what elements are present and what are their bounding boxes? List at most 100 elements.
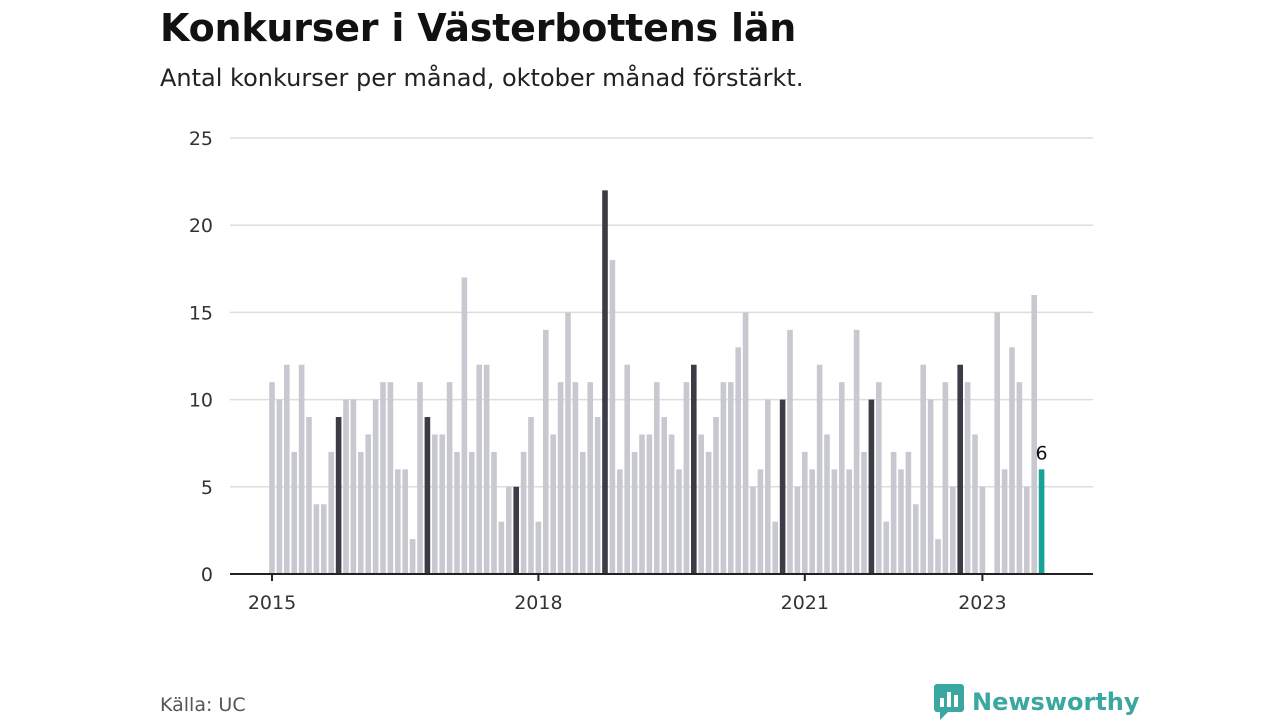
bar	[639, 434, 645, 574]
source-note: Källa: UC	[160, 694, 246, 716]
bar	[587, 382, 593, 574]
bar	[269, 382, 275, 574]
bar	[765, 399, 771, 574]
bar-october	[424, 417, 431, 574]
bar	[728, 382, 734, 574]
bar	[846, 469, 852, 574]
bar	[520, 451, 527, 574]
bar	[979, 486, 986, 574]
bar	[920, 364, 926, 574]
bar	[439, 434, 445, 574]
bar	[809, 469, 815, 574]
bar	[572, 382, 579, 574]
bar	[683, 382, 690, 574]
bar	[861, 451, 867, 574]
bar	[698, 434, 704, 574]
bar	[343, 399, 349, 574]
brand-name: Newsworthy	[972, 688, 1140, 716]
bar	[757, 469, 764, 574]
bar	[498, 521, 505, 574]
bar	[506, 486, 512, 574]
bar	[883, 521, 889, 574]
y-tick-label: 15	[189, 302, 213, 324]
bar	[380, 382, 386, 574]
bar	[935, 539, 941, 574]
bar	[1001, 469, 1008, 574]
bar	[676, 469, 682, 574]
bar	[358, 451, 364, 574]
bar	[372, 399, 379, 574]
bar	[905, 451, 912, 574]
bar	[661, 417, 667, 574]
y-tick-label: 5	[201, 477, 213, 499]
bar	[1009, 347, 1015, 574]
bar	[328, 451, 334, 574]
bar	[964, 382, 971, 574]
bar	[298, 364, 305, 574]
value-annotation: 6	[1036, 442, 1048, 464]
bar	[550, 434, 556, 574]
bar-october	[335, 417, 342, 574]
bar	[306, 417, 312, 574]
y-tick-label: 0	[201, 564, 213, 586]
bar	[794, 486, 801, 574]
y-tick-label: 25	[189, 128, 213, 150]
bar	[387, 382, 394, 574]
bar	[454, 451, 460, 574]
bar	[750, 486, 756, 574]
bar-october	[602, 190, 608, 574]
bar	[594, 417, 601, 574]
x-tick-label: 2015	[248, 592, 296, 614]
bar-october	[868, 399, 875, 574]
bar	[617, 469, 623, 574]
bar	[543, 329, 549, 574]
bar	[720, 382, 727, 574]
bar	[350, 399, 357, 574]
bar	[898, 469, 904, 574]
bar	[876, 382, 882, 574]
bar	[321, 504, 327, 574]
bar	[839, 382, 845, 574]
bar	[853, 329, 860, 574]
bar	[565, 312, 571, 574]
bar-chart-speech-icon	[934, 684, 964, 720]
bar	[284, 364, 290, 574]
bar	[557, 382, 564, 574]
bar	[735, 347, 741, 574]
bar	[409, 539, 416, 574]
bar	[528, 417, 534, 574]
x-tick-label: 2023	[958, 592, 1006, 614]
bar	[580, 451, 586, 574]
bar	[913, 504, 919, 574]
bar	[713, 417, 719, 574]
bar	[469, 451, 475, 574]
chart-title: Konkurser i Västerbottens län	[160, 6, 797, 50]
bar-october	[957, 364, 963, 574]
bar	[291, 451, 297, 574]
x-tick-label: 2021	[781, 592, 829, 614]
bar	[432, 434, 438, 574]
y-tick-label: 10	[189, 390, 213, 412]
bar	[831, 469, 838, 574]
bar-october	[513, 486, 519, 574]
bar-october	[691, 364, 697, 574]
bar	[816, 364, 823, 574]
bar	[624, 364, 630, 574]
y-tick-label: 20	[189, 215, 213, 237]
bar	[802, 451, 808, 574]
x-tick-label: 2018	[514, 592, 562, 614]
bar	[890, 451, 897, 574]
bar	[461, 277, 468, 574]
bar	[787, 329, 793, 574]
bar	[772, 521, 778, 574]
bar	[950, 486, 956, 574]
bar	[417, 382, 423, 574]
brand-logo: Newsworthy	[934, 684, 1140, 720]
bar	[446, 382, 453, 574]
bar	[646, 434, 653, 574]
bar	[942, 382, 949, 574]
bar-current	[1038, 469, 1045, 574]
bar	[742, 312, 749, 574]
bar	[402, 469, 408, 574]
